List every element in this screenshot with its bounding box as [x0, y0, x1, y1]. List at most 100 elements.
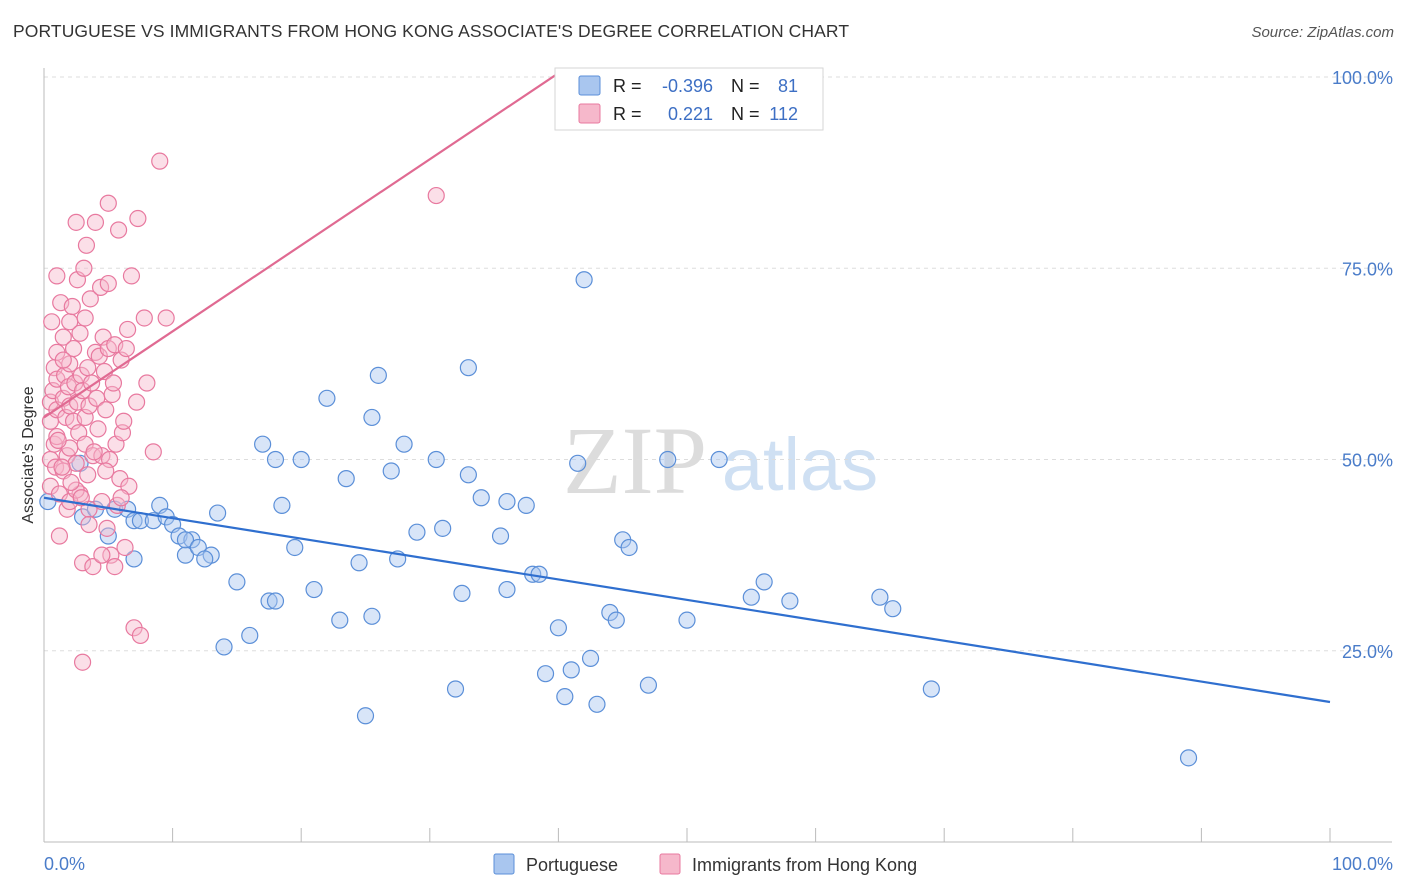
data-point	[260, 592, 278, 610]
data-point	[620, 538, 638, 557]
data-point	[46, 458, 65, 476]
data-point	[116, 538, 134, 557]
data-point	[427, 450, 445, 469]
data-point	[75, 259, 93, 277]
data-point	[742, 588, 760, 606]
y-tick-label-75: 75.0%	[1342, 259, 1393, 279]
data-point	[97, 462, 115, 480]
data-point	[53, 458, 71, 476]
data-point	[71, 324, 89, 342]
data-point	[871, 588, 889, 606]
legend-n-label-portuguese: N =	[731, 76, 760, 96]
data-point	[73, 653, 92, 671]
data-point	[575, 271, 593, 289]
data-point	[93, 546, 111, 564]
data-point	[131, 626, 150, 645]
data-point	[266, 450, 285, 469]
data-point	[491, 527, 510, 545]
data-point	[922, 680, 940, 698]
data-point	[49, 431, 67, 449]
data-point	[459, 359, 477, 377]
data-point	[81, 290, 99, 308]
data-point	[639, 676, 658, 694]
data-point	[395, 435, 413, 453]
data-point	[382, 462, 400, 480]
data-point	[79, 466, 97, 484]
data-point	[607, 611, 625, 629]
data-point	[89, 420, 107, 438]
data-point	[781, 592, 799, 610]
data-point	[67, 454, 85, 472]
bottom-legend-swatch-hongkong	[659, 853, 681, 875]
data-point	[498, 492, 516, 511]
data-point	[97, 401, 115, 419]
legend-swatch-hongkong	[578, 103, 601, 124]
data-point	[453, 584, 471, 602]
data-point	[363, 408, 381, 427]
data-point	[157, 309, 175, 327]
watermark-zip: ZIP	[563, 407, 707, 514]
data-point	[115, 412, 133, 430]
data-point	[363, 607, 381, 625]
data-point	[536, 665, 555, 683]
series-legend: Portuguese Immigrants from Hong Kong	[493, 853, 917, 875]
data-point	[254, 435, 272, 453]
correlation-legend: R = -0.396 N = 81 R = 0.221 N = 112	[554, 67, 824, 131]
data-point	[104, 374, 123, 392]
data-point	[241, 626, 259, 645]
data-point	[64, 339, 83, 358]
x-tick-label-max: 100.0%	[1332, 854, 1393, 874]
data-point	[106, 557, 124, 576]
data-point	[581, 649, 600, 668]
bottom-legend-label-hongkong: Immigrants from Hong Kong	[692, 855, 917, 875]
bottom-legend-swatch-portuguese	[493, 853, 515, 875]
data-point	[755, 573, 773, 591]
data-point	[98, 519, 116, 537]
data-point	[331, 611, 349, 629]
gridlines	[44, 76, 1392, 652]
data-point	[446, 680, 465, 698]
legend-swatch-portuguese	[578, 75, 601, 96]
data-point	[408, 523, 426, 541]
data-point	[50, 527, 69, 545]
data-point	[369, 366, 387, 384]
data-point	[356, 707, 375, 725]
data-point	[427, 186, 445, 205]
data-point	[549, 619, 568, 637]
data-point	[112, 489, 130, 507]
data-point	[80, 515, 98, 534]
data-point	[292, 450, 310, 469]
data-point	[498, 580, 516, 599]
legend-r-value-hongkong: 0.221	[668, 104, 713, 124]
series-portuguese-points	[39, 271, 1198, 767]
watermark: ZIP atlas	[563, 407, 878, 514]
data-point	[84, 557, 102, 576]
legend-n-value-portuguese: 81	[778, 76, 798, 96]
data-point	[63, 297, 81, 316]
data-point	[1179, 749, 1198, 767]
legend-r-value-portuguese: -0.396	[662, 76, 713, 96]
y-tick-label-50: 50.0%	[1342, 451, 1393, 471]
data-point	[517, 496, 535, 514]
data-point	[318, 389, 336, 407]
data-point	[562, 661, 580, 679]
data-point	[196, 550, 214, 568]
legend-r-label-hongkong: R =	[613, 104, 642, 124]
chart-title: PORTUGUESE VS IMMIGRANTS FROM HONG KONG …	[13, 21, 850, 41]
data-point	[135, 309, 153, 327]
legend-n-value-hongkong: 112	[769, 104, 798, 124]
data-point	[125, 550, 143, 568]
data-point	[286, 538, 304, 557]
data-point	[109, 221, 128, 239]
data-point	[228, 573, 246, 591]
data-point	[127, 393, 146, 411]
data-point	[54, 351, 72, 369]
data-point	[710, 450, 728, 469]
data-point	[144, 443, 162, 461]
data-point	[659, 450, 677, 469]
data-point	[151, 152, 169, 170]
data-point	[54, 328, 72, 346]
y-axis-title: Associate's Degree	[20, 386, 37, 523]
bottom-legend-label-portuguese: Portuguese	[526, 855, 618, 875]
trend-lines	[43, 72, 1331, 704]
